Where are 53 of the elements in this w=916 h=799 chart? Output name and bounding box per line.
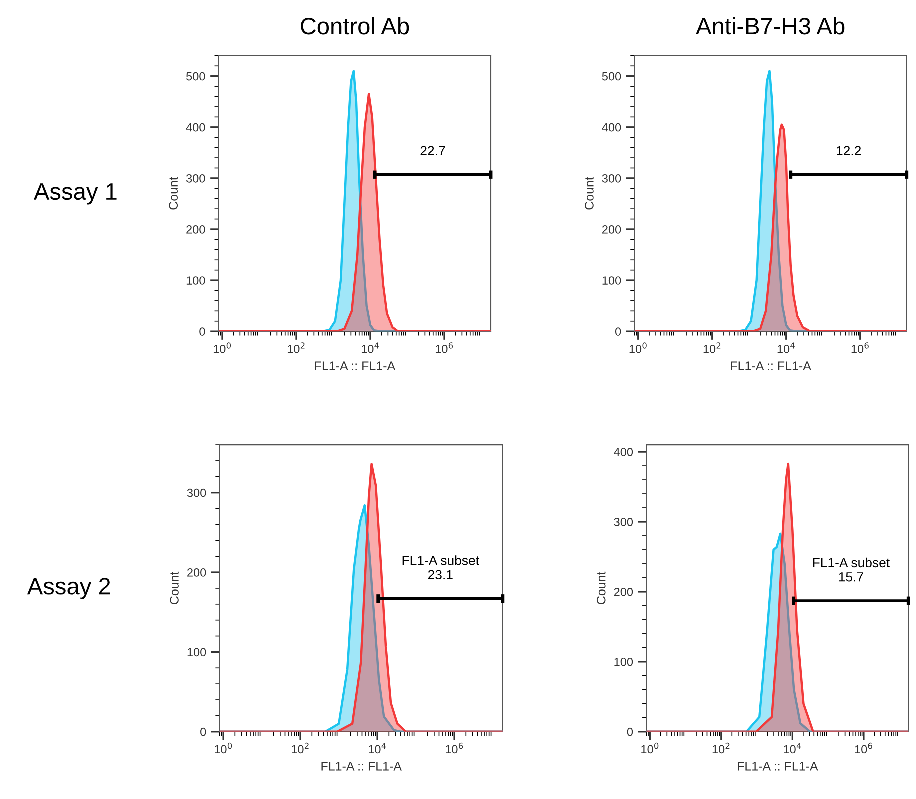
- x-tick-label: 10$^{4}$: [778, 342, 795, 354]
- x-tick-label: 10$^{4}$: [362, 342, 380, 354]
- y-tick-label: 200: [614, 588, 634, 596]
- x-tick-label: 10$^{6}$: [852, 342, 869, 354]
- y-tick-label: 0: [615, 328, 622, 336]
- chart-title: Anti-B7-H3 Ab: [696, 17, 845, 35]
- y-tick-label: 100: [602, 276, 622, 285]
- x-tick-label: 10$^{0}$: [642, 742, 659, 754]
- y-tick-label: 0: [200, 328, 206, 336]
- chart-title: Control Ab: [301, 17, 410, 35]
- y-tick-label: 400: [186, 123, 206, 132]
- x-tick-label: 10$^{6}$: [855, 742, 872, 754]
- y-tick-label: 400: [602, 123, 622, 132]
- y-tick-label: 300: [614, 518, 634, 526]
- x-tick-label: 10$^{2}$: [292, 742, 309, 754]
- x-axis-title: FL1-A :: FL1-A: [738, 762, 818, 771]
- y-tick-label: 500: [602, 72, 622, 81]
- series-label: 22.7: [420, 146, 446, 156]
- x-tick-label: 10$^{4}$: [784, 743, 802, 754]
- y-tick-label: 200: [602, 226, 622, 234]
- x-tick-label: 10$^{0}$: [630, 342, 647, 354]
- y-tick-label: 400: [614, 448, 634, 456]
- y-tick-label: 300: [187, 488, 206, 498]
- x-tick-label: 10$^{0}$: [215, 742, 232, 754]
- y-axis-title: Count: [596, 572, 606, 605]
- series-label: 12.2: [837, 146, 862, 156]
- y-axis-title: Count: [585, 177, 594, 210]
- y-tick-label: 100: [186, 276, 206, 285]
- y-tick-label: 0: [200, 728, 206, 736]
- y-tick-label: 500: [186, 72, 206, 81]
- y-tick-label: 300: [602, 174, 622, 183]
- x-tick-label: 10$^{2}$: [288, 342, 305, 354]
- y-axis-title: Count: [169, 177, 178, 210]
- text: Assay 2: [27, 578, 110, 600]
- x-axis-title: FL1-A :: FL1-A: [731, 362, 812, 370]
- x-tick-label: 10$^{0}$: [214, 342, 232, 354]
- series-label: FL1-A subset 23.1: [402, 556, 480, 580]
- y-tick-label: 200: [186, 226, 206, 234]
- x-axis-title: FL1-A :: FL1-A: [322, 762, 402, 771]
- x-tick-label: 10$^{2}$: [712, 742, 730, 754]
- x-axis-title: FL1-A :: FL1-A: [315, 362, 396, 370]
- y-tick-label: 300: [186, 174, 206, 183]
- text: Assay 1: [34, 184, 117, 205]
- x-tick-label: 10$^{4}$: [369, 743, 386, 754]
- y-tick-label: 100: [614, 658, 634, 666]
- y-tick-label: 200: [188, 568, 206, 577]
- x-tick-label: 10$^{2}$: [704, 342, 721, 354]
- y-axis-title: Count: [170, 572, 179, 605]
- x-tick-label: 10$^{6}$: [436, 342, 454, 354]
- x-tick-label: 10$^{6}$: [446, 742, 464, 754]
- y-tick-label: 100: [188, 648, 206, 657]
- series-label: FL1-A subset 15.7: [813, 558, 890, 582]
- y-tick-label: 0: [627, 728, 634, 736]
